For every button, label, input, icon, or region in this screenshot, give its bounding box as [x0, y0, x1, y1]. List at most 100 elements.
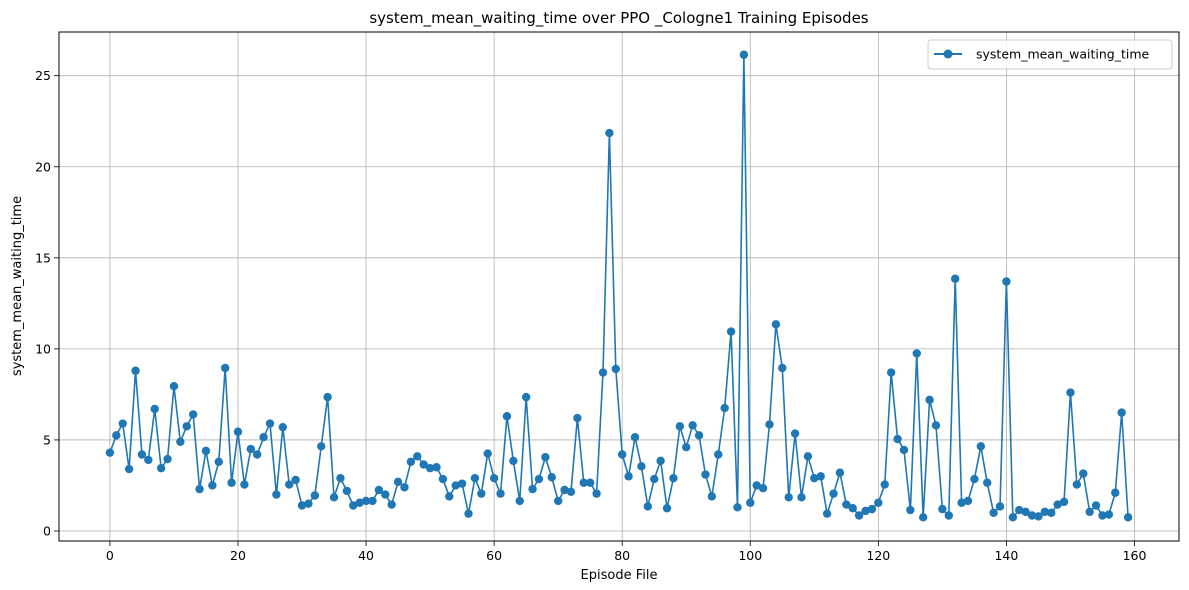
- data-point: [758, 483, 768, 493]
- data-point: [393, 477, 403, 487]
- data-point: [643, 502, 653, 511]
- data-point: [521, 392, 531, 402]
- data-point: [1027, 511, 1037, 520]
- data-point: [361, 496, 371, 506]
- legend-box: [927, 39, 1173, 70]
- data-point: [432, 463, 441, 472]
- data-point: [784, 493, 793, 502]
- data-point: [1021, 507, 1030, 517]
- data-point: [285, 480, 294, 489]
- data-point: [976, 442, 986, 451]
- data-point: [1072, 480, 1082, 489]
- data-point: [124, 464, 134, 474]
- data-point: [112, 431, 121, 440]
- y-tick-label: 0: [43, 523, 51, 538]
- data-point: [387, 500, 396, 509]
- data-point: [336, 473, 345, 483]
- data-point: [515, 496, 524, 506]
- data-point: [1091, 501, 1101, 510]
- data-point: [381, 490, 390, 499]
- data-point: [169, 382, 179, 391]
- data-point: [1104, 510, 1114, 519]
- data-point: [182, 422, 191, 431]
- data-point: [477, 489, 486, 498]
- data-point: [252, 450, 262, 459]
- data-point: [880, 480, 889, 489]
- data-point: [240, 480, 249, 489]
- x-tick-label: 120: [866, 548, 890, 563]
- data-point: [1066, 388, 1075, 397]
- data-point: [1098, 511, 1107, 520]
- data-point: [688, 421, 697, 430]
- data-point: [1053, 500, 1062, 509]
- data-point: [662, 504, 672, 513]
- data-point: [502, 412, 512, 421]
- data-point: [329, 493, 339, 502]
- data-point: [918, 513, 928, 522]
- data-point: [118, 419, 127, 428]
- x-tick-label: 40: [358, 548, 374, 563]
- x-tick-label: 20: [230, 548, 246, 563]
- data-point: [310, 491, 320, 500]
- x-axis: 0 20 40 60 80 100 120 140 160: [106, 541, 1147, 563]
- data-point: [1040, 507, 1050, 517]
- data-point: [854, 511, 864, 520]
- data-point: [278, 422, 288, 432]
- data-point: [1008, 513, 1018, 522]
- data-point: [963, 496, 973, 506]
- data-point: [496, 489, 505, 498]
- data-point: [630, 433, 640, 442]
- data-point: [1034, 512, 1043, 521]
- data-point: [1002, 277, 1011, 286]
- data-point: [547, 473, 556, 482]
- data-point: [342, 486, 352, 496]
- data-point: [752, 481, 761, 490]
- data-point: [1085, 507, 1094, 517]
- x-tick-label: 160: [1123, 548, 1147, 563]
- data-point: [553, 496, 563, 506]
- data-point: [291, 475, 300, 485]
- data-point: [906, 505, 915, 515]
- data-point: [400, 483, 409, 492]
- data-point: [829, 489, 838, 498]
- data-point: [611, 364, 620, 374]
- data-point: [323, 392, 332, 402]
- data-point: [983, 478, 992, 487]
- data-point: [227, 478, 236, 487]
- data-point: [265, 419, 275, 428]
- data-point: [714, 450, 723, 459]
- data-point: [1111, 488, 1120, 497]
- x-tick-label: 60: [486, 548, 502, 563]
- x-tick-label: 0: [106, 548, 114, 563]
- legend-entry-label: system_mean_waiting_time: [976, 47, 1150, 62]
- data-point: [483, 449, 492, 458]
- data-point: [637, 462, 646, 471]
- data-point: [726, 327, 736, 336]
- data-point: [457, 479, 467, 488]
- data-point: [131, 366, 140, 375]
- data-point: [419, 460, 428, 469]
- data-point: [618, 450, 627, 459]
- data-point: [1015, 505, 1024, 515]
- data-point: [579, 478, 588, 487]
- data-point: [528, 484, 537, 494]
- y-axis: 0 5 10 15 20 25: [35, 68, 59, 538]
- data-point: [1047, 508, 1056, 517]
- data-point: [848, 504, 857, 513]
- data-point: [803, 452, 813, 461]
- y-tick-label: 10: [35, 341, 51, 356]
- data-point: [355, 498, 364, 507]
- data-point: [995, 502, 1005, 511]
- data-point: [144, 455, 153, 465]
- data-point: [272, 490, 281, 499]
- data-point: [701, 470, 710, 479]
- data-point: [790, 429, 800, 438]
- data-point: [585, 478, 595, 487]
- data-point: [739, 50, 749, 59]
- data-point: [810, 473, 819, 483]
- data-point: [874, 498, 883, 507]
- data-point: [592, 489, 601, 498]
- series-layer: [105, 50, 1133, 522]
- data-point: [425, 463, 435, 473]
- data-point: [195, 484, 204, 494]
